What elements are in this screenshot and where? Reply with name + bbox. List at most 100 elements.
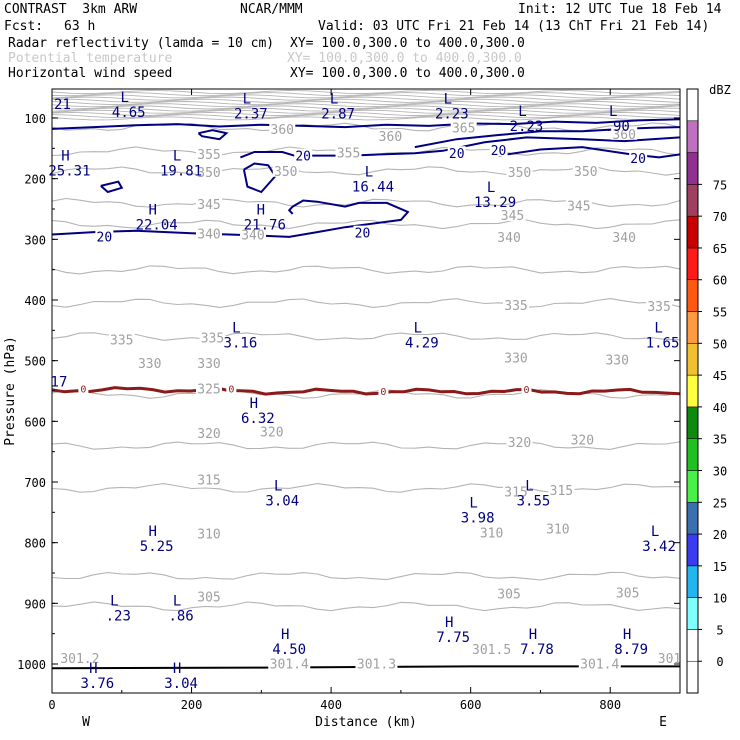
theta-label: 335 (201, 332, 224, 347)
extremum-value: 3.55 (517, 493, 551, 509)
theta-label: 301.4 (580, 657, 619, 672)
colorbar-swatch (686, 406, 699, 439)
extremum-L: L (121, 90, 129, 106)
theta-label: 310 (197, 528, 220, 543)
east-label: E (659, 715, 667, 730)
extremum-L: L (110, 594, 118, 610)
extremum-value: 3.04 (265, 493, 299, 509)
extremum-L: L (518, 104, 526, 120)
x-tick-label: 400 (320, 698, 342, 712)
west-label: W (82, 715, 90, 730)
extremum-value: 19.81 (160, 163, 202, 179)
wind-contour-loop-b (100, 180, 124, 194)
theta-label-bg (604, 352, 631, 366)
colorbar-label: 55 (713, 306, 727, 320)
theta-label: 350 (197, 166, 220, 181)
theta-label-bg (478, 525, 505, 539)
colorbar-frame (686, 88, 699, 694)
extremum-value: 3.98 (461, 510, 495, 526)
theta-label-bg (611, 229, 638, 243)
extremum-L: L (609, 104, 617, 120)
wind-contour-jet-core (414, 126, 680, 149)
theta-label: 310 (480, 526, 503, 541)
theta-label: 345 (197, 198, 220, 213)
extremum-H: H (250, 396, 258, 412)
extremum-value: 4.65 (112, 105, 146, 121)
theta-upper-band-line (51, 92, 681, 97)
theta-label-bg (196, 356, 222, 370)
colorbar-label: 15 (713, 560, 727, 574)
theta-label: 360 (379, 130, 402, 145)
theta-label: 305 (616, 586, 639, 601)
theta-label: 330 (504, 352, 527, 367)
theta-label-bg (506, 434, 533, 448)
theta-label: 350 (508, 166, 531, 181)
theta-label: 301.5 (472, 643, 511, 658)
extremum-value: 7.78 (520, 642, 554, 658)
theta-label: 305 (197, 591, 220, 606)
y-tick-label: 1000 (17, 658, 46, 672)
forecast-hour: 63 h (64, 19, 96, 34)
theta-upper-band-line (51, 103, 681, 108)
extremum-H: H (623, 627, 631, 643)
theta-label-bg (614, 585, 641, 599)
extremum-value: 2.23 (510, 119, 544, 135)
forecast-label: Fcst: (4, 19, 44, 34)
theta-isoline-325 (51, 332, 681, 341)
theta-label: 335 (110, 333, 133, 348)
extremum-H: H (148, 524, 156, 540)
plot-title: CONTRAST 3km ARW (4, 2, 138, 17)
theta-label-bg (196, 226, 222, 240)
theta-label-bg (196, 164, 222, 178)
x-axis-label: Distance (km) (315, 715, 417, 730)
extremum-L: L (651, 524, 659, 540)
wind-contour-lower (52, 199, 410, 238)
theta-label: 340 (497, 231, 520, 246)
theta-label-bg (136, 356, 163, 370)
theta-label: 365 (452, 122, 475, 137)
wind-label-bg (294, 148, 313, 162)
field-xy-theta: XY= 100.0,300.0 to 400.0,300.0 (287, 51, 522, 66)
freezing-label-bg (521, 383, 532, 395)
colorbar-swatch (686, 247, 699, 280)
colorbar-label: 65 (713, 242, 727, 256)
theta-label-bg (450, 120, 477, 134)
wind-label: 20 (97, 230, 113, 245)
theta-label: 320 (571, 434, 594, 449)
colorbar-label: 30 (713, 464, 727, 478)
init-time: Init: 12 UTC Tue 18 Feb 14 (518, 2, 722, 17)
theta-label-bg (548, 482, 575, 496)
theta-label: 330 (197, 357, 220, 372)
theta-label-bg (355, 656, 398, 670)
wind-label: 20 (630, 152, 646, 167)
theta-label-bg (239, 227, 266, 241)
colorbar-unit: dBZ (709, 83, 731, 97)
colorbar-swatch (686, 152, 699, 185)
colorbar-label: 70 (713, 210, 727, 224)
theta-contours (51, 89, 681, 612)
extremum-L: L (243, 91, 251, 107)
wind-contour-upper (52, 118, 680, 130)
y-tick-label: 400 (24, 294, 46, 308)
colorbar-label: 20 (713, 528, 727, 542)
theta-label: 360 (612, 128, 635, 143)
theta-label-bg (58, 650, 101, 664)
theta-label-bg (503, 350, 530, 364)
extremum-value: 7.75 (436, 630, 470, 646)
theta-label: 310 (546, 523, 569, 538)
extremum-L: L (274, 478, 282, 494)
colorbar-swatch (686, 279, 699, 312)
y-tick-label: 200 (24, 173, 46, 187)
theta-label-bg (506, 164, 533, 178)
wind-label-bg (95, 229, 114, 243)
y-tick-label: 600 (24, 415, 46, 429)
extremum-value: 13.29 (474, 195, 516, 211)
colorbar-swatch (686, 660, 699, 694)
theta-label-bg (544, 521, 571, 535)
freezing-label: 0 (523, 385, 529, 396)
theta-label-bg (470, 641, 513, 655)
theta-upper-band-line (51, 101, 681, 106)
colorbar-label: 45 (713, 369, 727, 383)
extremum-value: 22.04 (136, 217, 178, 233)
x-tick-label: 200 (181, 698, 203, 712)
